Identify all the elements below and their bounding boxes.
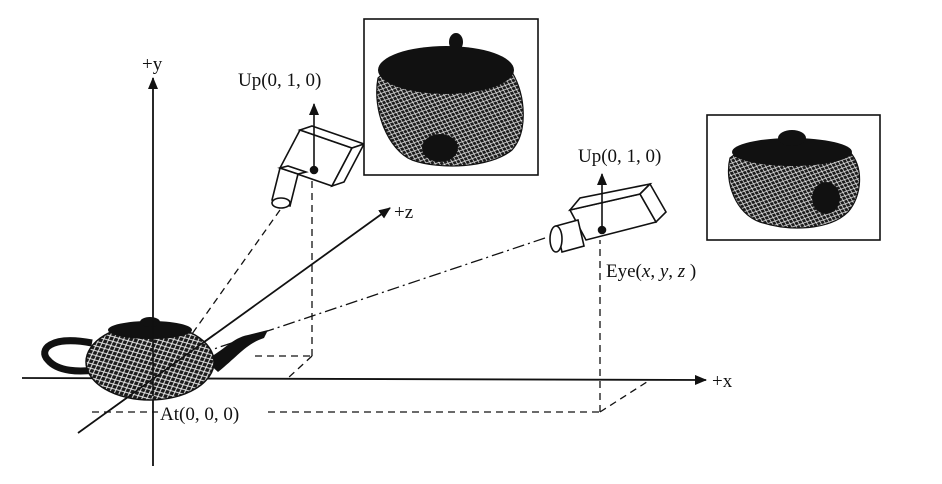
- camera-eye-icon: [549, 182, 667, 253]
- camera-top-up-label: Up(0, 1, 0): [238, 70, 321, 91]
- eye-camera-view-inset: [706, 114, 881, 241]
- teapot-icon: [41, 317, 268, 401]
- camera-top-icon: [271, 125, 367, 209]
- top-camera-view-inset: [363, 18, 539, 176]
- eye-label: Eye(x, y, z ): [606, 261, 696, 282]
- z-axis-label: +z: [394, 202, 413, 223]
- at-label: At(0, 0, 0): [160, 404, 239, 425]
- camera-eye-up-label: Up(0, 1, 0): [578, 146, 661, 167]
- x-axis-label: +x: [712, 371, 733, 392]
- y-axis-label: +y: [142, 54, 163, 75]
